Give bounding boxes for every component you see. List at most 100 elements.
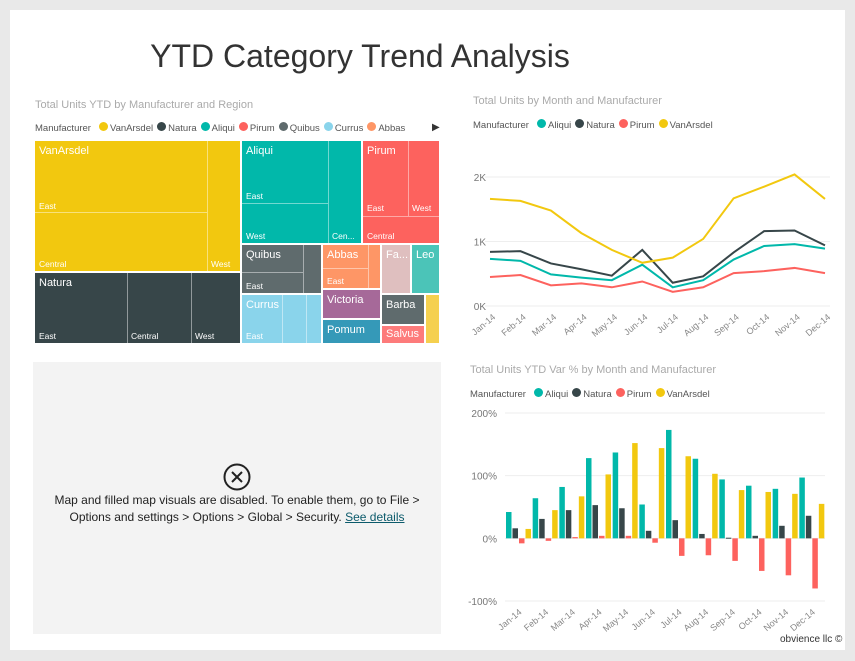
legend-text: Aliqui xyxy=(211,123,235,134)
legend-item-vanarsdel[interactable]: VanArsdel xyxy=(655,388,710,400)
region-label: Central xyxy=(367,231,395,241)
x-tick-label: Mar-14 xyxy=(530,312,558,338)
bar-aliqui xyxy=(586,458,592,539)
treemap-tile-aliqui[interactable]: Aliqui East West Cen... xyxy=(241,140,362,244)
y-tick-label: 200% xyxy=(471,409,497,420)
treemap-tile-quibus[interactable]: Quibus East xyxy=(241,244,322,294)
bar-natura xyxy=(752,535,758,539)
tile-label: Victoria xyxy=(327,294,364,306)
x-tick-label: Feb-14 xyxy=(499,312,527,338)
legend-item-aliqui[interactable]: Aliqui xyxy=(536,119,571,131)
treemap-tile-natura[interactable]: Natura East Central West xyxy=(34,272,241,344)
legend-item-pirum[interactable]: Pirum xyxy=(618,119,655,131)
bar-pirum xyxy=(625,535,632,539)
tile-label: Quibus xyxy=(246,249,281,261)
bar-vanarsdel xyxy=(685,456,691,539)
region-label: East xyxy=(39,201,57,211)
legend-item-vanarsdel[interactable]: VanArsdel xyxy=(658,119,713,131)
x-tick-label: Feb-14 xyxy=(522,607,550,633)
treemap-tile-salvus[interactable]: Salvus xyxy=(381,325,425,344)
region-label: East xyxy=(327,276,345,286)
treemap-tile-pirum[interactable]: Pirum East West Central xyxy=(362,140,440,244)
bar-aliqui xyxy=(559,486,565,539)
legend-dot-icon xyxy=(536,119,546,128)
tile-label: VanArsdel xyxy=(39,145,89,157)
legend-text: Natura xyxy=(583,389,612,400)
y-tick-label: 2K xyxy=(474,173,487,184)
line-chart-legend: Manufacturer Aliqui Natura Pirum VanArsdel xyxy=(473,119,713,131)
y-tick-label: 1K xyxy=(474,238,487,249)
bar-natura xyxy=(592,505,598,539)
treemap-tile-abbas[interactable]: Abbas East xyxy=(322,244,381,289)
legend-text: Pirum xyxy=(629,120,655,131)
legend-item-vanarsdel[interactable]: VanArsdel xyxy=(98,122,154,134)
line-chart: 0K 1K 2K Jan-14 Feb-14 Mar-14 Apr-14 May-14 Jun-… xyxy=(470,173,833,339)
region-label: Cen... xyxy=(332,231,355,241)
legend-text: Aliqui xyxy=(544,389,569,400)
treemap-tile-vanarsdel[interactable]: VanArsdel East Central West xyxy=(34,140,241,272)
bar-vanarsdel xyxy=(552,510,558,539)
bar-vanarsdel xyxy=(525,528,531,539)
x-tick-label: Apr-14 xyxy=(562,312,589,337)
legend-item-aliqui[interactable]: Aliqui xyxy=(200,122,235,134)
bar-aliqui xyxy=(612,452,619,539)
y-tick-label: 100% xyxy=(471,472,497,483)
legend-item-pirum[interactable]: Pirum xyxy=(238,122,275,134)
bar-pirum xyxy=(599,535,605,539)
bar-natura xyxy=(512,528,518,539)
tile-label: Fa... xyxy=(386,249,409,261)
legend-item-quibus[interactable]: Quibus xyxy=(278,122,320,134)
tile-label: Natura xyxy=(39,277,73,289)
legend-text: VanArsdel xyxy=(109,123,154,134)
error-circle-x-icon xyxy=(223,463,251,491)
line-series-natura xyxy=(489,229,826,284)
see-details-link[interactable]: See details xyxy=(345,510,405,524)
treemap-tile-barba[interactable]: Barba xyxy=(381,294,425,325)
legend-next-arrow-icon[interactable]: ▶ xyxy=(432,122,440,133)
bar-aliqui xyxy=(666,429,672,539)
legend-text: Natura xyxy=(586,120,615,131)
bar-pirum xyxy=(759,538,765,571)
x-tick-label: Nov-14 xyxy=(762,607,791,633)
legend-item-natura[interactable]: Natura xyxy=(572,388,612,400)
treemap-tile-pomum[interactable]: Pomum xyxy=(322,319,381,344)
tile-label: Pirum xyxy=(367,145,396,157)
tile-label: Leo xyxy=(416,249,435,261)
bar-aliqui xyxy=(772,488,779,539)
bar-pirum xyxy=(652,538,658,543)
x-tick-label: Apr-14 xyxy=(576,607,603,632)
legend-item-currus[interactable]: Currus xyxy=(323,122,363,134)
bar-pirum xyxy=(732,538,738,561)
tile-label: Currus xyxy=(246,299,280,311)
legend-text: Natura xyxy=(168,123,197,134)
footer-credit: obvience llc © xyxy=(780,634,843,645)
x-tick-label: Sep-14 xyxy=(708,607,737,633)
legend-dot-icon xyxy=(98,122,108,131)
legend-dot-icon xyxy=(572,388,582,397)
legend-item-natura[interactable]: Natura xyxy=(157,122,197,134)
treemap-tile-leo[interactable]: Leo xyxy=(411,244,440,294)
region-label: East xyxy=(246,331,264,341)
treemap-tile-currus[interactable]: Currus East xyxy=(241,294,322,344)
legend-item-abbas[interactable]: Abbas xyxy=(367,122,405,134)
legend-item-aliqui[interactable]: Aliqui xyxy=(533,388,569,400)
treemap-tile-other[interactable] xyxy=(425,294,440,344)
x-tick-label: Jun-14 xyxy=(622,312,650,337)
legend-item-pirum[interactable]: Pirum xyxy=(615,388,652,400)
bar-aliqui xyxy=(639,504,645,539)
bar-pirum xyxy=(519,538,525,544)
treemap-tile-fa[interactable]: Fa... xyxy=(381,244,411,294)
bar-vanarsdel xyxy=(605,474,611,539)
x-tick-label: Oct-14 xyxy=(736,607,763,632)
legend-text: VanArsdel xyxy=(666,389,710,400)
region-label: Central xyxy=(39,259,67,269)
legend-dot-icon xyxy=(575,119,585,128)
tile-label: Abbas xyxy=(327,249,359,261)
region-label: West xyxy=(195,331,215,341)
bar-vanarsdel xyxy=(738,490,745,539)
legend-text: Abbas xyxy=(378,123,406,134)
treemap-tile-victoria[interactable]: Victoria xyxy=(322,289,381,319)
legend-item-natura[interactable]: Natura xyxy=(575,119,615,131)
legend-dot-icon xyxy=(658,119,668,128)
x-tick-label: Oct-14 xyxy=(744,312,771,337)
